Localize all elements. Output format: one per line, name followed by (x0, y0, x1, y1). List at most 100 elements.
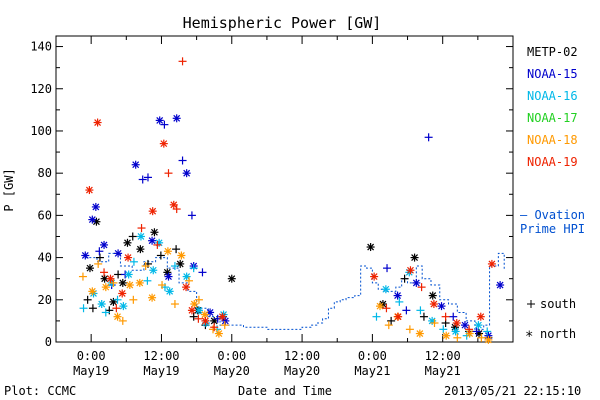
y-tick-label: 60 (38, 208, 52, 222)
marker-stroke (195, 306, 203, 314)
marker-stroke (101, 275, 109, 283)
marker-stroke (160, 140, 168, 148)
data-point-noaa-16-north (194, 306, 203, 315)
data-point-noaa-15-north (412, 278, 421, 287)
data-point-noaa-19-north (85, 186, 94, 195)
marker-stroke (215, 330, 223, 337)
marker-stroke (407, 266, 414, 274)
x-tick-time: 0:00 (217, 349, 246, 363)
data-point-noaa-18-south (453, 333, 462, 342)
marker-stroke (430, 300, 438, 308)
data-point-metp-02-north (227, 274, 236, 283)
data-point-noaa-18-south (405, 325, 414, 334)
x-tick-time: 0:00 (77, 349, 106, 363)
data-point-noaa-19-south (382, 304, 391, 313)
marker-stroke (475, 321, 482, 329)
data-point-noaa-19-north (148, 207, 157, 216)
marker-stroke (370, 273, 378, 281)
data-point-metp-02-north (428, 291, 437, 300)
data-point-noaa-16-south (395, 297, 404, 306)
data-point-noaa-15-south (138, 175, 147, 184)
marker-stroke (132, 161, 140, 169)
plot-timestamp: 2013/05/21 22:15:10 (444, 384, 581, 398)
data-point-noaa-19-south (172, 205, 181, 214)
marker-stroke (124, 239, 131, 247)
x-tick-date: May19 (143, 364, 179, 378)
marker-stroke (114, 249, 122, 257)
data-point-noaa-18-south (170, 300, 179, 309)
data-point-metp-02-north (136, 245, 145, 254)
marker-stroke (416, 330, 424, 337)
legend-south: south (540, 297, 576, 311)
data-point-metp-02-south (387, 316, 396, 325)
marker-stroke (228, 275, 236, 283)
data-point-noaa-16-north (165, 287, 174, 296)
data-point-metp-02-south (105, 306, 114, 315)
data-point-noaa-19-north (370, 272, 379, 281)
marker-stroke (461, 321, 469, 329)
marker-stroke (93, 218, 100, 226)
data-point-noaa-18-south (384, 321, 393, 330)
marker-stroke (221, 317, 229, 325)
legend-noaa-16: NOAA-16 (527, 89, 578, 103)
data-point-noaa-18-north (190, 300, 199, 309)
data-point-noaa-19-south (194, 314, 203, 323)
data-point-noaa-19-south (112, 304, 121, 313)
data-point-metp-02-south (156, 251, 165, 260)
marker-stroke (428, 317, 436, 325)
data-point-noaa-16-north (381, 285, 390, 294)
marker-stroke (496, 281, 504, 289)
data-point-noaa-19-south (441, 312, 450, 321)
y-tick-label: 40 (38, 251, 52, 265)
data-point-noaa-19-south (137, 224, 146, 233)
x-tick-time: 12:00 (284, 349, 320, 363)
x-tick-time: 12:00 (425, 349, 461, 363)
data-point-metp-02-north (109, 297, 118, 306)
data-point-noaa-15-south (187, 211, 196, 220)
marker-stroke (88, 287, 96, 295)
data-point-noaa-18-south (109, 278, 118, 287)
marker-stroke (453, 319, 461, 327)
data-point-noaa-15-north (91, 202, 100, 211)
marker-stroke (137, 233, 145, 240)
data-point-noaa-19-north (406, 266, 415, 275)
marker-stroke (412, 279, 420, 287)
data-point-noaa-18-south (129, 295, 138, 304)
data-point-noaa-19-north (187, 306, 196, 315)
data-point-noaa-15-south (402, 306, 411, 315)
legend-metp-02: METP-02 (527, 45, 578, 59)
legend-noaa-18: NOAA-18 (527, 133, 578, 147)
marker-stroke (148, 294, 156, 302)
x-tick-date: May19 (73, 364, 109, 378)
marker-stroke (411, 254, 418, 262)
marker-stroke (166, 287, 174, 295)
marker-stroke (394, 292, 402, 299)
x-axis-label: Date and Time (238, 384, 332, 398)
data-point-metp-02-north (123, 238, 132, 247)
marker-stroke (466, 330, 474, 337)
ovation-prime-hpi-line (85, 252, 505, 330)
data-point-noaa-15-north (164, 272, 173, 281)
data-point-metp-02-south (400, 274, 409, 283)
marker-stroke (85, 186, 93, 194)
marker-stroke (376, 302, 384, 310)
data-point-noaa-15-north (155, 116, 164, 125)
data-point-noaa-16-north (149, 266, 158, 275)
data-point-noaa-18-south (78, 272, 87, 281)
marker-stroke (81, 252, 89, 259)
data-point-noaa-18-north (484, 335, 493, 344)
marker-stroke (182, 283, 190, 291)
data-point-metp-02-south (88, 304, 97, 313)
data-point-noaa-19-north (452, 319, 461, 328)
marker-stroke (475, 330, 483, 337)
data-point-noaa-19-south (465, 325, 474, 334)
data-point-noaa-18-north (101, 283, 110, 292)
data-point-noaa-16-south (79, 304, 88, 313)
marker-stroke (442, 332, 450, 340)
data-point-noaa-18-south (158, 281, 167, 290)
data-point-metp-02-south (189, 312, 198, 321)
data-point-noaa-16-south (483, 327, 492, 336)
data-point-noaa-15-south (383, 264, 392, 273)
data-point-noaa-19-north (487, 259, 496, 268)
